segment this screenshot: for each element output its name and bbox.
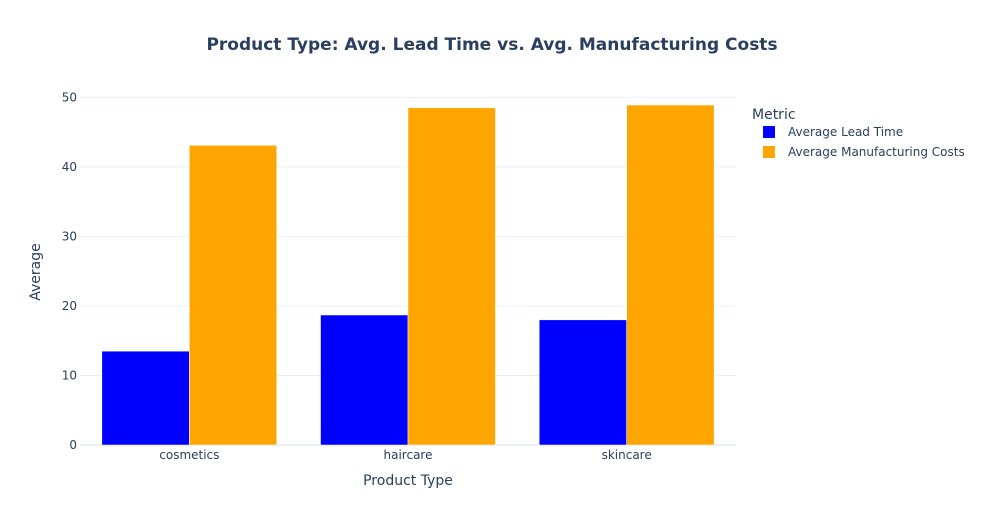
y-axis-title: Average — [28, 243, 44, 301]
legend[interactable]: Metric Average Lead Time Average Manufact… — [752, 107, 965, 159]
legend-label: Average Lead Time — [788, 125, 903, 139]
y-tick-label: 40 — [62, 160, 77, 174]
y-tick-label: 0 — [69, 438, 77, 452]
y-tick-label: 50 — [62, 90, 77, 104]
bar-haircare-lead-time[interactable] — [320, 314, 409, 446]
x-axis-title: Product Type — [363, 473, 453, 489]
bar-haircare-manufacturing-costs[interactable] — [407, 107, 496, 446]
legend-swatch — [763, 146, 775, 158]
legend-item-manufacturing-costs[interactable]: Average Manufacturing Costs — [763, 145, 965, 159]
x-tick-labels: cosmetics haircare skincare — [159, 448, 651, 462]
x-tick-label-skincare: skincare — [602, 448, 652, 462]
y-tick-label: 10 — [62, 368, 77, 382]
bar-cosmetics-manufacturing-costs[interactable] — [189, 145, 278, 446]
legend-item-lead-time[interactable]: Average Lead Time — [763, 125, 903, 139]
y-tick-label: 30 — [62, 229, 77, 243]
x-tick-label-haircare: haircare — [384, 448, 433, 462]
y-tick-label: 20 — [62, 299, 77, 313]
bar-skincare-lead-time[interactable] — [538, 319, 627, 446]
chart-title: Product Type: Avg. Lead Time vs. Avg. Ma… — [206, 35, 777, 55]
y-tick-labels: 0 10 20 30 40 50 — [62, 90, 77, 452]
legend-title: Metric — [752, 107, 796, 123]
x-tick-label-cosmetics: cosmetics — [159, 448, 219, 462]
bar-cosmetics-lead-time[interactable] — [101, 350, 190, 446]
legend-swatch — [763, 126, 775, 138]
legend-label: Average Manufacturing Costs — [788, 145, 965, 159]
bar-skincare-manufacturing-costs[interactable] — [626, 104, 715, 446]
bars — [101, 104, 715, 446]
